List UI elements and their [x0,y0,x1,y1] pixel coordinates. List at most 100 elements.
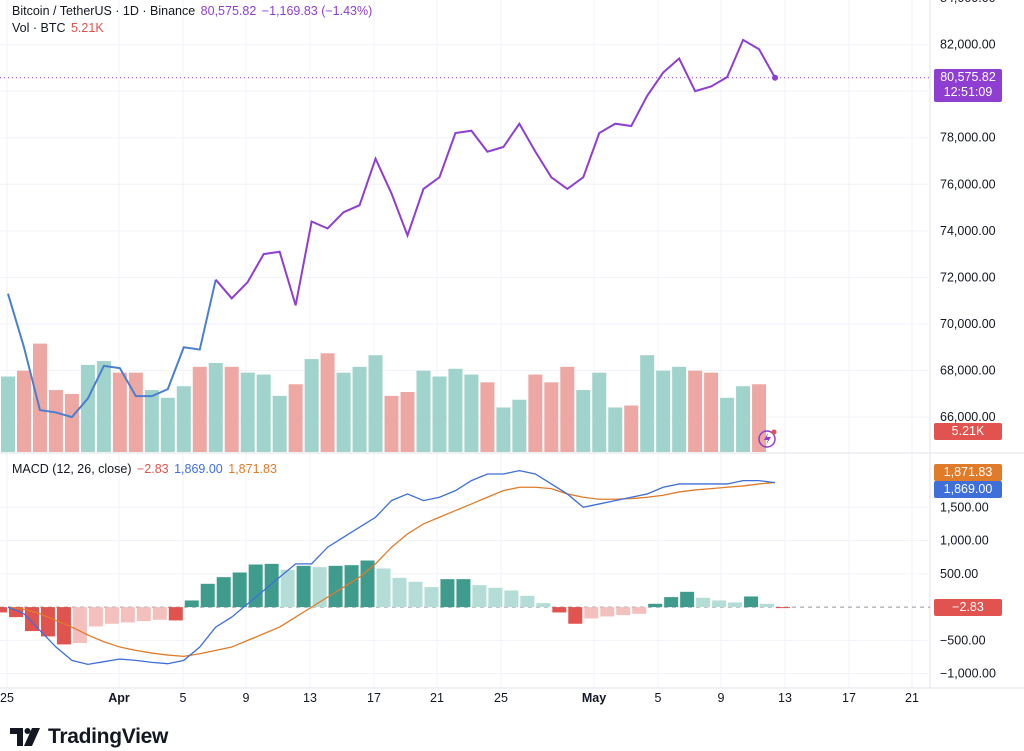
time-tick-label: 5 [180,691,187,705]
macd-histogram-bar [248,564,263,608]
volume-bar [128,372,143,452]
macd-histogram-bar [712,600,727,608]
hist-tag: −2.83 [934,599,1002,616]
macd-histogram-bar [696,597,711,608]
macd-tick-label: 1,000.00 [940,534,989,548]
macd-histogram-bar [392,577,407,608]
volume-bar [672,366,687,452]
volume-bar [368,355,383,452]
time-tick-label: May [582,691,606,705]
volume-bar [656,370,671,452]
volume-bar [320,353,335,452]
time-tick-label: 25 [494,691,508,705]
macd-histogram-bar [72,607,87,644]
symbol-title: Bitcoin / TetherUS · 1D · Binance [12,4,196,18]
macd-signal-value: 1,871.83 [228,462,277,476]
volume-bar [576,390,591,452]
volume-tag: 5.21K [934,423,1002,440]
volume-bar [288,384,303,452]
time-tick-label: 13 [303,691,317,705]
macd-tag: 1,869.00 [934,481,1002,498]
macd-histogram-bar [536,603,551,608]
last-price-tag-value: 80,575.82 [940,70,996,84]
price-tick-label: 76,000.00 [940,177,996,191]
price-tick-label: 68,000.00 [940,364,996,378]
macd-histogram-bar [760,603,775,608]
replay-icon [758,429,777,448]
macd-histogram-bar [744,596,759,608]
price-line-early [7,279,217,419]
volume-bar [352,366,367,452]
price-tick-label: 78,000.00 [940,131,996,145]
tradingview-wordmark: TradingView [48,725,169,748]
last-price: 80,575.82 [200,4,257,18]
volume-bar [16,370,31,452]
tradingview-logo[interactable]: TradingView [10,725,168,749]
volume-bar [384,395,399,452]
volume-bar [64,393,79,452]
volume-bar [496,407,511,452]
volume-value: 5.21K [70,21,104,35]
macd-histogram-bar [504,590,519,608]
macd-histogram-bar [488,587,503,608]
macd-histogram-bar [88,607,103,627]
volume-bar [112,372,127,452]
replay-icon-dot [771,429,777,435]
volume-bar [592,372,607,452]
macd-signal-line [7,481,776,658]
volume-bar [304,359,319,452]
macd-histogram-bar [216,577,231,608]
volume-bar [416,370,431,452]
macd-tick-label: −1,000.00 [940,667,996,681]
time-tick-label: 13 [778,691,792,705]
macd-histogram-bar [40,607,55,637]
volume-bar [640,355,655,452]
tradingview-logo-icon [10,728,40,746]
macd-histogram-bar [184,600,199,608]
macd-histogram-bar [120,607,135,623]
volume-bar [400,392,415,452]
macd-histogram-bar [728,602,743,608]
macd-histogram-bar [200,583,215,608]
macd-hist-value: −2.83 [136,462,169,476]
volume-bar [560,366,575,452]
volume-bar [432,376,447,452]
volume-bar [240,372,255,452]
macd-histogram-bar [168,607,183,621]
macd-histogram-bar [680,591,695,608]
time-tick-label: 21 [430,691,444,705]
price-tick-label: 84,000.00 [940,0,996,5]
macd-histogram-bar [376,568,391,608]
macd-histogram-bar [472,585,487,608]
time-tick-label: 5 [655,691,662,705]
volume-bar [32,343,47,452]
time-tick-label: 9 [718,691,725,705]
volume-bar [720,397,735,452]
volume-bar [160,397,175,452]
volume-bar [48,390,63,452]
price-tick-label: 82,000.00 [940,38,996,52]
volume-bar [544,382,559,452]
volume-legend: Vol · BTC 5.21K [12,21,106,35]
volume-bar [752,384,767,452]
volume-bar [688,370,703,452]
macd-histogram-bar [648,603,663,608]
volume-bar [512,399,527,452]
price-tick-label: 74,000.00 [940,224,996,238]
bar-countdown: 12:51:09 [943,85,993,99]
macd-histogram-bar [136,607,151,622]
volume-bar [224,366,239,452]
last-price-tag: 80,575.82 12:51:09 [934,69,1002,102]
macd-tick-label: −500.00 [940,633,986,647]
macd-histogram-bar [328,565,343,608]
volume-bar [256,374,271,452]
macd-histogram-bar [280,569,295,608]
time-tick-label: 25 [0,691,14,705]
macd-histogram-bar [616,607,631,616]
replay-icon-ring [758,430,776,448]
time-tick-label: 17 [842,691,856,705]
time-tick-label: 21 [905,691,919,705]
macd-histogram-bar [296,565,311,608]
price-line [214,38,776,306]
